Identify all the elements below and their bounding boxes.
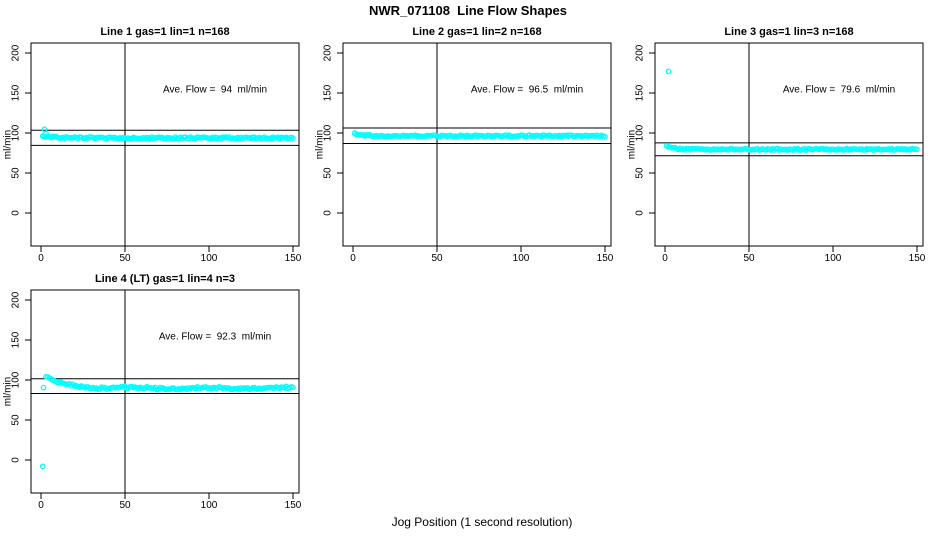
data-point [40,384,47,391]
line-4-plot-svg: 0 50 100 150 0 50 100 150 200 ml/min [2,289,302,511]
ave-flow-annotation: Ave. Flow = 94 ml/min [162,84,268,96]
y-tick-label: 50 [10,167,21,179]
panel-title: Line 1 gas=1 lin=1 n=168 [100,26,230,38]
y-tick-label: 0 [10,457,21,463]
x-tick-label: 50 [119,500,131,511]
data-point [290,135,296,141]
y-tick-label: 100 [10,124,21,141]
data-point [602,133,608,140]
x-tick-label: 100 [513,253,530,264]
x-tick-label: 0 [38,253,44,264]
y-axis-title: ml/min [2,377,13,406]
data-point [665,68,672,75]
x-tick-label: 50 [119,253,131,264]
y-tick-label: 0 [634,210,645,216]
x-tick-label: 50 [431,253,443,264]
x-tick-label: 100 [201,253,218,264]
panel-title: Line 4 (LT) gas=1 lin=4 n=3 [94,273,236,285]
x-tick-label: 150 [909,253,926,264]
figure-title: NWR_071108 Line Flow Shapes [369,3,567,18]
data-point [39,463,46,470]
y-tick-label: 150 [10,331,21,348]
x-axis-label: Jog Position (1 second resolution) [391,515,573,529]
panel-line-4: 0 50 100 150 0 50 100 150 200 ml/min Line 4 (LT) … [0,267,312,517]
data-point [914,146,920,153]
y-axis-title: ml/min [2,130,13,159]
y-tick-label: 150 [634,84,645,101]
line-2-plot-svg: 0 50 100 150 0 50 100 150 200 ml/min [314,42,614,264]
y-tick-label: 200 [322,44,333,61]
panel-line-2: 0 50 100 150 0 50 100 150 200 ml/min Line 2 gas=1… [312,20,624,270]
y-tick-label: 150 [322,84,333,101]
y-tick-label: 0 [322,210,333,216]
y-tick-label: 0 [10,210,21,216]
panel-line-1: 0 50 100 150 0 50 100 150 200 ml/min Line 1 gas=1… [0,20,312,270]
panel-line-3: 0 50 100 150 0 50 100 150 200 ml/min Line 3 gas=1… [624,20,936,270]
y-tick-label: 100 [322,124,333,141]
plot-box [654,42,924,247]
x-tick-label: 100 [825,253,842,264]
x-tick-label: 150 [597,253,614,264]
plot-box [30,289,300,494]
x-tick-label: 150 [285,253,302,264]
ave-flow-annotation: Ave. Flow = 96.5 ml/min [470,84,584,96]
y-tick-label: 100 [634,124,645,141]
y-tick-label: 50 [322,167,333,179]
y-tick-label: 200 [634,44,645,61]
y-tick-label: 50 [634,167,645,179]
x-tick-label: 50 [743,253,755,264]
x-tick-label: 100 [201,500,218,511]
ave-flow-annotation: Ave. Flow = 79.6 ml/min [782,84,896,96]
y-tick-label: 100 [10,371,21,388]
panel-title: Line 2 gas=1 lin=2 n=168 [412,26,542,38]
data-point [290,384,296,391]
y-axis-title: ml/min [314,130,325,159]
x-tick-label: 0 [38,500,44,511]
line-1-plot-svg: 0 50 100 150 0 50 100 150 200 ml/min [2,42,302,264]
x-tick-label: 150 [285,500,302,511]
x-tick-label: 0 [662,253,668,264]
y-axis-title: ml/min [626,130,637,159]
y-tick-label: 50 [10,414,21,426]
plot-box [30,42,300,247]
ave-flow-annotation: Ave. Flow = 92.3 ml/min [158,331,272,343]
y-tick-label: 200 [10,44,21,61]
x-tick-label: 0 [350,253,356,264]
plot-box [342,42,612,247]
y-tick-label: 150 [10,84,21,101]
panel-title: Line 3 gas=1 lin=3 n=168 [724,26,854,38]
y-tick-label: 200 [10,291,21,308]
line-3-plot-svg: 0 50 100 150 0 50 100 150 200 ml/min [626,42,926,264]
